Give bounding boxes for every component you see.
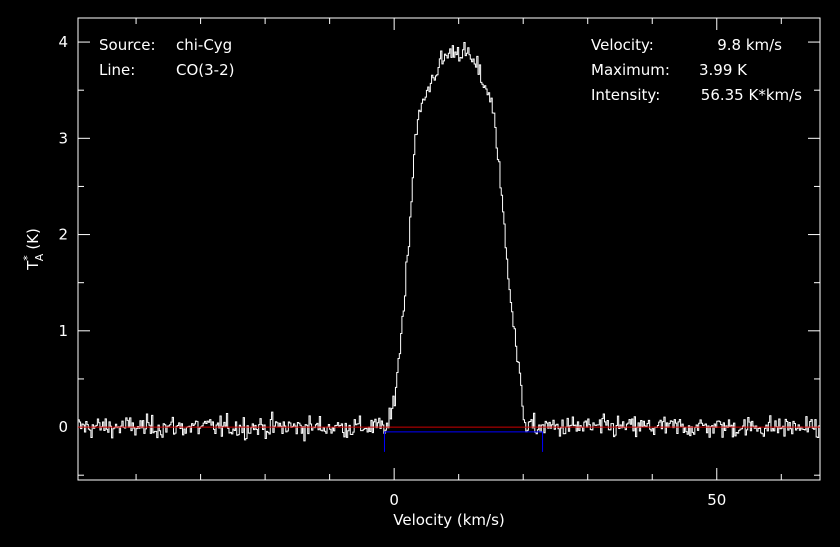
y-tick-label: 3 bbox=[58, 129, 68, 147]
y-tick-label: 1 bbox=[58, 322, 68, 340]
annotation-left: Source: chi-Cyg Line: CO(3-2) bbox=[99, 36, 234, 79]
plot-frame bbox=[77, 17, 821, 481]
annotation-key: Line: bbox=[99, 61, 135, 79]
spectrum-line bbox=[78, 42, 820, 442]
axis-ticks bbox=[78, 18, 820, 480]
svg-text:T*A(K): T*A (K) bbox=[21, 228, 46, 271]
y-axis-label: T*A (K) bbox=[21, 228, 46, 271]
annotation-key: Maximum: bbox=[591, 61, 670, 79]
y-tick-label: 2 bbox=[58, 226, 68, 244]
y-tick-label: 4 bbox=[58, 33, 68, 51]
y-tick-label: 0 bbox=[58, 418, 68, 436]
annotation-key: Intensity: bbox=[591, 86, 660, 104]
annotation-key: Velocity: bbox=[591, 36, 654, 54]
y-axis-label-symbol: T bbox=[24, 260, 42, 271]
annotation-key: Source: bbox=[99, 36, 156, 54]
integration-window bbox=[383, 431, 544, 452]
annotation-right: Velocity: 9.8 km/s Maximum: 3.99 K Inten… bbox=[591, 36, 802, 104]
annotation-value: 3.99 K bbox=[699, 61, 748, 79]
x-axis-label: Velocity (km/s) bbox=[393, 511, 504, 529]
x-tick-label: 50 bbox=[707, 491, 726, 509]
annotation-value: CO(3-2) bbox=[176, 61, 234, 79]
x-tick-label: 0 bbox=[389, 491, 399, 509]
y-axis-label-sub: A bbox=[33, 253, 46, 261]
y-axis-label-unit: (K) bbox=[24, 228, 42, 250]
annotation-value: chi-Cyg bbox=[176, 36, 232, 54]
axis-tick-labels: 0 50 0 1 2 3 4 bbox=[58, 33, 726, 509]
annotation-value: 9.8 km/s bbox=[717, 36, 782, 54]
y-axis-label-sup: * bbox=[21, 255, 34, 261]
annotation-value: 56.35 K*km/s bbox=[701, 86, 802, 104]
